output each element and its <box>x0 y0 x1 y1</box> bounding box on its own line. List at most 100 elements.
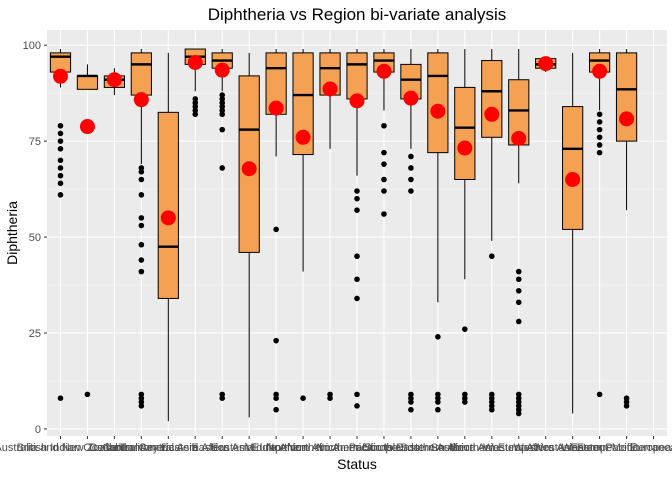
box-group <box>157 52 179 422</box>
box-group <box>615 49 638 409</box>
mean-point <box>295 129 311 145</box>
x-tick-label: Southern Europe <box>450 442 533 454</box>
mean-point <box>187 54 203 70</box>
mean-point <box>322 81 338 97</box>
outlier-point <box>57 157 64 164</box>
outlier-point <box>138 192 145 198</box>
outlier-point <box>515 268 522 275</box>
outlier-point <box>515 276 522 283</box>
outlier-point <box>354 195 360 202</box>
outlier-point <box>488 406 495 413</box>
box-group <box>508 49 530 417</box>
box-group <box>292 49 314 402</box>
outlier-point <box>515 395 522 402</box>
mean-point <box>457 140 473 156</box>
outlier-point <box>219 96 226 102</box>
box-group <box>373 49 395 217</box>
outlier-point <box>515 403 522 409</box>
box-group <box>427 49 449 413</box>
mean-point <box>79 119 95 135</box>
outlier-point <box>273 337 279 344</box>
mean-point <box>106 72 122 88</box>
outlier-point <box>596 149 603 156</box>
outlier-point <box>354 295 360 302</box>
x-tick-label: South-Eastern Asia <box>364 442 459 454</box>
box-iqr <box>346 52 368 100</box>
outlier-point <box>515 391 522 398</box>
x-tick-label: Western Asia <box>513 442 578 454</box>
outlier-point <box>300 395 306 402</box>
mean-point <box>268 100 284 116</box>
x-tick-label: Western Europe <box>533 442 612 454</box>
outlier-point <box>488 391 495 398</box>
box-iqr <box>130 52 152 96</box>
y-axis: 0 25 50 75 100 <box>23 40 47 436</box>
outlier-point <box>462 326 468 332</box>
outlier-point <box>408 406 414 413</box>
x-tick-label: Eastern Asia <box>191 442 254 454</box>
x-tick-label: Eastern Europe <box>211 442 287 454</box>
outlier-point <box>192 99 199 106</box>
outlier-point <box>596 134 603 141</box>
grid <box>47 30 667 436</box>
x-tick-label: Southern Africa <box>400 442 476 454</box>
outlier-point <box>354 276 360 283</box>
outlier-point <box>488 395 495 402</box>
outlier-point <box>138 268 145 275</box>
x-tick-label: Western Pacific <box>561 442 638 454</box>
box-group <box>400 49 422 413</box>
chart-title: Diphtheria vs Region bi-variate analysis <box>208 5 507 24</box>
outlier-point <box>381 211 387 217</box>
outlier-point <box>219 165 226 171</box>
box-group <box>454 49 476 405</box>
outlier-point <box>138 399 145 405</box>
outlier-point <box>84 391 91 398</box>
box-group <box>346 49 368 409</box>
mean-point <box>403 90 419 106</box>
box-group <box>535 56 557 73</box>
outlier-point <box>435 391 441 398</box>
mean-point <box>484 106 500 122</box>
outlier-point <box>596 391 603 398</box>
outlier-point <box>138 391 145 398</box>
y-tick-label: 50 <box>29 232 41 244</box>
outlier-point <box>596 126 603 133</box>
outlier-point <box>488 403 495 409</box>
outlier-point <box>138 176 145 183</box>
mean-point <box>376 63 392 79</box>
mean-point <box>133 92 149 108</box>
outlier-point <box>354 403 360 409</box>
outlier-point <box>354 391 360 398</box>
outlier-point <box>408 176 414 183</box>
outlier-point <box>138 169 145 175</box>
outlier-point <box>138 403 145 409</box>
mean-point <box>241 161 257 177</box>
outlier-point <box>219 107 226 114</box>
outlier-point <box>435 395 441 402</box>
outlier-point <box>219 111 226 118</box>
x-tick-label: Northern America <box>287 442 373 454</box>
outlier-point <box>408 391 414 398</box>
outlier-point <box>57 145 64 152</box>
outlier-point <box>219 99 226 106</box>
mean-point <box>619 111 635 127</box>
box-iqr <box>76 75 99 90</box>
boxes <box>49 48 638 422</box>
outlier-point <box>408 165 414 171</box>
outlier-point <box>488 399 495 405</box>
outlier-point <box>219 395 226 402</box>
y-tick-label: 75 <box>29 136 41 148</box>
x-tick-label: Central America <box>102 442 181 454</box>
outlier-point <box>219 126 226 133</box>
box-group <box>589 49 611 398</box>
box-group <box>130 49 152 409</box>
outlier-point <box>435 406 441 413</box>
outlier-point <box>435 334 441 340</box>
outlier-point <box>462 399 468 405</box>
outlier-point <box>57 180 64 187</box>
box-iqr <box>157 111 179 299</box>
outlier-point <box>381 161 387 167</box>
outlier-point <box>381 149 387 156</box>
